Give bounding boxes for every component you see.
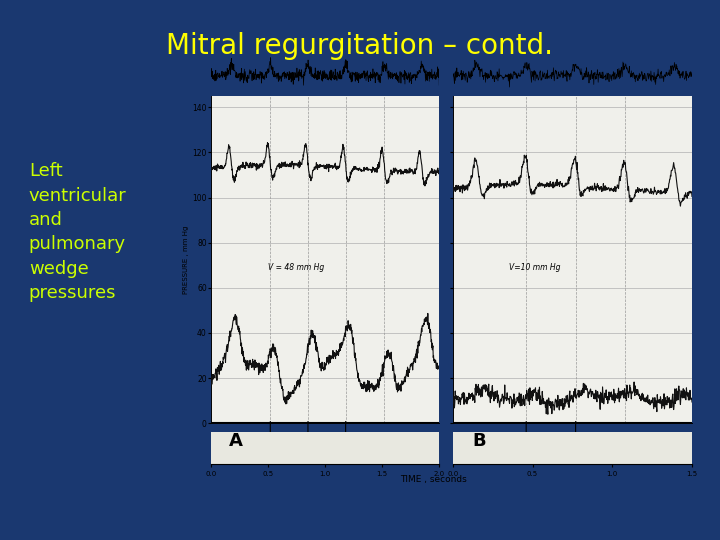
Y-axis label: PRESSURE , mm Hg: PRESSURE , mm Hg	[184, 226, 189, 294]
Text: TIME , seconds: TIME , seconds	[400, 475, 467, 484]
Text: Left
ventricular
and
pulmonary
wedge
pressures: Left ventricular and pulmonary wedge pre…	[29, 163, 127, 302]
Text: V=10 mm Hg: V=10 mm Hg	[508, 263, 560, 272]
Text: V = 48 mm Hg: V = 48 mm Hg	[268, 263, 324, 272]
Text: B: B	[472, 431, 485, 450]
Text: A: A	[229, 431, 243, 450]
Text: Mitral regurgitation – contd.: Mitral regurgitation – contd.	[166, 32, 554, 60]
